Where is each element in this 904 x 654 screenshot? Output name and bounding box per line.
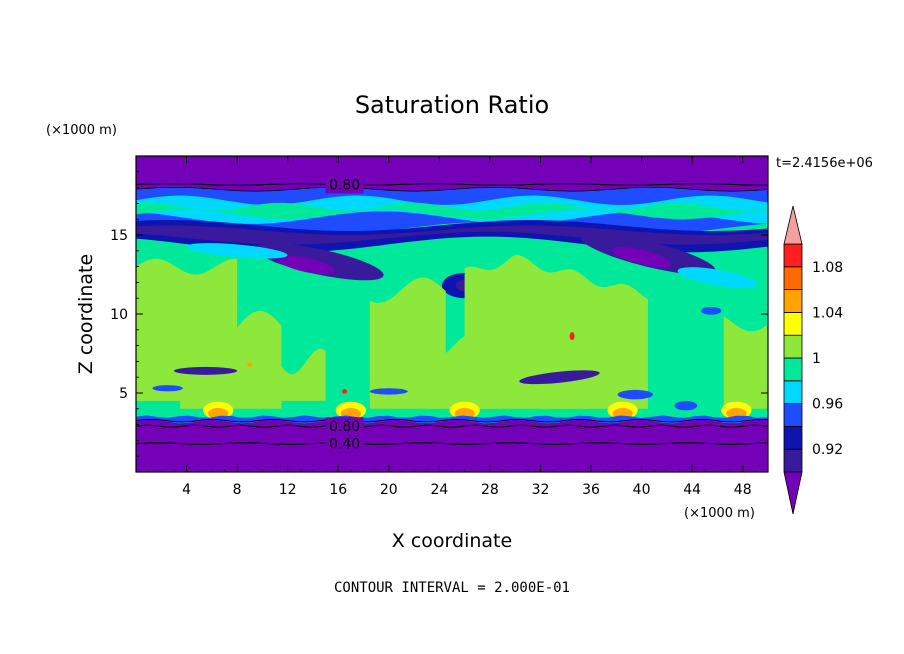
field-moist-region-7 <box>723 316 768 409</box>
contour-label-1: 0.80 <box>325 175 364 194</box>
field-stratosphere-dry-layer <box>136 156 768 192</box>
contour-upper-edge <box>136 186 768 192</box>
field-supersat-1 <box>569 332 575 341</box>
colorbar-tick-label: 0.96 <box>812 397 843 413</box>
field-supersat-2 <box>247 362 253 367</box>
field-dry-pocket-4 <box>152 385 183 392</box>
y-tick-label: 5 <box>119 386 128 402</box>
colorbar-segment <box>783 357 803 382</box>
y-tick-label: 10 <box>110 307 128 323</box>
y-axis-title: Z coordinate <box>75 254 97 374</box>
x-tick-label: 20 <box>380 482 398 498</box>
colorbar-tick-label: 1 <box>812 351 821 367</box>
field-dry-streak-4 <box>612 247 672 268</box>
field-moist-region-6 <box>540 298 591 409</box>
colorbar-tick-label: 1.08 <box>812 260 843 276</box>
field-cyan-filament-1 <box>186 243 288 259</box>
colorbar-segment <box>783 425 803 450</box>
time-label: t=2.4156e+06 <box>776 156 873 171</box>
field-dry-pocket-2 <box>519 370 600 385</box>
x-tick-label: 44 <box>683 482 701 498</box>
contour-interval-note: CONTOUR INTERVAL = 2.000E-01 <box>334 580 570 596</box>
x-tick-label: 8 <box>233 482 242 498</box>
colorbar-segment <box>783 380 803 404</box>
y-unit-label: (×1000 m) <box>46 123 117 138</box>
x-tick-label: 40 <box>633 482 651 498</box>
colorbar-segment <box>783 311 803 336</box>
field-blue-spot <box>701 306 722 315</box>
colorbar-segment <box>783 403 803 427</box>
x-tick-label: 4 <box>182 482 191 498</box>
contour-lower-edge <box>136 419 768 423</box>
x-tick-label: 48 <box>734 482 752 498</box>
colorbar-over-triangle <box>783 205 803 245</box>
colorbar-segment <box>783 243 803 268</box>
field-moist-region-2 <box>180 310 282 409</box>
colorbar-segment <box>783 334 803 359</box>
field-lower-dry-layer <box>136 419 768 472</box>
field-moist-region-8 <box>275 348 326 401</box>
colorbar-tick-label: 1.04 <box>812 305 843 321</box>
colorbar-under-triangle <box>783 471 803 515</box>
chart-title: Saturation Ratio <box>355 91 549 119</box>
y-axis: 5 10 15 <box>110 171 768 457</box>
field-upper-seagreen-band <box>136 202 768 220</box>
field-dry-streak-2 <box>278 255 336 275</box>
x-tick-label: 24 <box>430 482 448 498</box>
field-cyan-filament-2 <box>677 267 758 289</box>
field-dry-pocket-3 <box>617 389 653 400</box>
field-dry-pocket-5 <box>369 388 408 395</box>
contour-0.40-lower <box>136 442 768 445</box>
contour-label-3: 0.40 <box>325 434 364 453</box>
contour-0.80-lower <box>136 424 768 428</box>
y-tick-label: 15 <box>110 228 128 244</box>
contour-label-bg <box>325 175 364 194</box>
field-supersat-3 <box>342 389 348 394</box>
field-dry-pocket-1 <box>173 366 238 375</box>
field-dry-pocket-6 <box>674 400 698 411</box>
contour-label-text: 0.40 <box>329 437 360 453</box>
contour-0.80-upper <box>136 183 768 186</box>
contour-lines <box>136 183 768 445</box>
x-axis: 4 8 12 16 20 24 28 32 36 40 44 48 <box>148 156 756 498</box>
x-axis-title: X coordinate <box>392 530 512 552</box>
contour-label-bg <box>325 417 364 436</box>
colorbar-segment <box>783 289 803 313</box>
contour-labels: 0.80 0.80 0.40 <box>325 175 364 453</box>
x-tick-label: 28 <box>481 482 499 498</box>
contour-label-text: 0.80 <box>329 419 360 435</box>
colorbar: 0.92 0.96 1 1.04 1.08 <box>783 205 843 515</box>
x-tick-label: 36 <box>582 482 600 498</box>
x-tick-label: 32 <box>532 482 550 498</box>
colorbar-segment <box>783 448 803 473</box>
contour-label-text: 0.80 <box>329 177 360 193</box>
contour-label-2: 0.80 <box>325 417 364 436</box>
saturation-field <box>136 156 768 472</box>
x-unit-label: (×1000 m) <box>684 506 755 521</box>
x-tick-label: 16 <box>329 482 347 498</box>
colorbar-tick-label: 0.92 <box>812 442 843 458</box>
colorbar-segment <box>783 266 803 290</box>
contour-label-bg <box>325 434 364 453</box>
x-tick-label: 12 <box>279 482 297 498</box>
